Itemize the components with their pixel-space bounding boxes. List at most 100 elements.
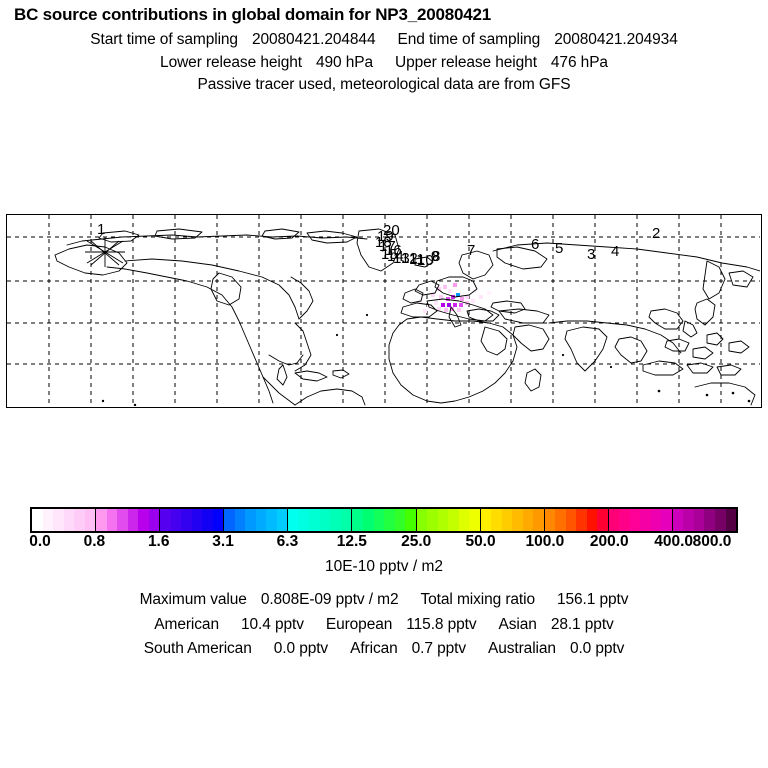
colorbar-step-5-4 [394, 509, 406, 531]
total-mixing-value: 156.1 pptv [557, 591, 629, 608]
colorbar-step-2-3 [191, 509, 203, 531]
region-australian-value: 0.0 pptv [569, 640, 625, 657]
region-asian-value: 28.1 pptv [550, 615, 614, 633]
colorbar-step-0-1 [42, 509, 54, 531]
max-value-label: Maximum value [139, 591, 247, 608]
colorbar-step-9-3 [640, 509, 651, 531]
region-american-value: 10.4 pptv [240, 615, 304, 633]
stat-line-regions-1: American 10.4 pptv European 115.8 pptv Asian… [0, 615, 768, 633]
colorbar-step-6-2 [437, 509, 449, 531]
end-time-value: 20080421.204934 [554, 31, 678, 48]
colorbar-gradient [30, 507, 738, 533]
colorbar-segment-1 [96, 509, 161, 531]
release-height-line: Lower release height 490 hPa Upper release… [0, 53, 768, 71]
colorbar-step-5-5 [405, 509, 416, 531]
sampling-time-line: Start time of sampling 20080421.204844 End… [0, 32, 768, 48]
colorbar-step-10-4 [715, 509, 726, 531]
colorbar-step-0-5 [84, 509, 96, 531]
region-african-label: African [350, 640, 398, 657]
colorbar-step-3-2 [245, 509, 256, 531]
coastlines [54, 228, 760, 406]
stat-line-max: Maximum value 0.808E-09 pptv / m2 Total mi… [0, 592, 768, 608]
upper-release-label: Upper release height [395, 53, 537, 71]
colorbar-step-7-5 [533, 509, 544, 531]
colorbar-step-1-4 [138, 509, 149, 531]
total-mixing-label: Total mixing ratio [420, 591, 536, 608]
colorbar-segment-9 [608, 509, 673, 531]
colorbar-step-0-2 [53, 509, 64, 531]
colorbar-step-4-2 [309, 509, 320, 531]
map-label-3: 3 [587, 246, 596, 263]
colorbar-step-8-2 [565, 509, 577, 531]
colorbar-step-5-3 [384, 509, 395, 531]
colorbar-step-2-4 [202, 509, 213, 531]
colorbar-segment-0 [32, 509, 97, 531]
colorbar-tick-6: 25.0 [401, 533, 432, 550]
map-label-20: 20 [383, 222, 400, 239]
colorbar-segment-7 [480, 509, 545, 531]
region-australian-label: Australian [488, 640, 556, 657]
map-gridlines [7, 215, 760, 406]
colorbar-step-1-0 [96, 509, 107, 531]
map-label-15: 15 [381, 246, 398, 263]
page-title: BC source contributions in global domain… [14, 5, 491, 24]
map-label-5: 5 [555, 240, 564, 257]
region-south-american-label: South American [143, 640, 252, 657]
colorbar-segment-8 [544, 509, 609, 531]
region-european-label: European [325, 615, 393, 633]
colorbar-segment-5 [352, 509, 417, 531]
colorbar-step-10-0 [672, 509, 684, 531]
colorbar-segment-10 [672, 509, 737, 531]
colorbar-step-3-5 [276, 509, 288, 531]
colorbar-tick-labels: 0.0 0.8 1.6 3.1 6.3 12.5 25.0 50.0 100.0 200.0 400… [29, 533, 738, 554]
colorbar-step-7-3 [512, 509, 523, 531]
colorbar-step-10-5 [725, 509, 737, 531]
map-label-17: 17 [379, 238, 396, 255]
colorbar-step-5-1 [362, 509, 374, 531]
map-label-cluster: 20 19 18 17 16 15 14 13 12 11 10 9 [375, 223, 455, 269]
max-value-value: 0.808E-09 pptv / m2 [260, 591, 399, 608]
map-label-19: 19 [377, 228, 394, 245]
map-label-10: 10 [417, 252, 434, 269]
release-starburst-marker [85, 237, 125, 267]
colorbar-step-8-4 [586, 509, 598, 531]
colorbar-step-0-0 [32, 509, 43, 531]
map-label-6: 6 [531, 236, 540, 253]
colorbar-tick-5: 12.5 [336, 533, 367, 550]
colorbar-tick-9: 200.0 [589, 533, 629, 550]
world-map-svg [7, 215, 760, 406]
region-european-value: 115.8 pptv [406, 615, 477, 633]
colorbar-step-4-3 [319, 509, 331, 531]
colorbar-step-9-4 [650, 509, 662, 531]
map-label-12: 12 [401, 250, 418, 267]
colorbar-step-10-1 [683, 509, 694, 531]
colorbar-step-3-0 [224, 509, 235, 531]
colorbar-step-3-4 [266, 509, 277, 531]
colorbar-step-9-5 [661, 509, 672, 531]
colorbar-step-6-5 [469, 509, 480, 531]
colorbar-step-1-5 [148, 509, 160, 531]
colorbar-tick-1: 0.8 [83, 533, 106, 550]
colorbar-step-6-0 [416, 509, 428, 531]
colorbar-step-8-1 [555, 509, 566, 531]
colorbar-step-5-0 [352, 509, 363, 531]
start-time-label: Start time of sampling [90, 31, 238, 48]
colorbar-segment-4 [288, 509, 353, 531]
colorbar-step-9-1 [619, 509, 630, 531]
colorbar-tick-2: 1.6 [147, 533, 170, 550]
map-label-14: 14 [387, 248, 404, 265]
colorbar-step-10-2 [693, 509, 705, 531]
colorbar-step-6-4 [458, 509, 470, 531]
map-label-11: 11 [409, 251, 425, 268]
map-label-1: 1 [97, 221, 106, 238]
colorbar-tick-8: 100.0 [525, 533, 565, 550]
colorbar-step-1-1 [106, 509, 118, 531]
colorbar-tick-4: 6.3 [276, 533, 299, 550]
colorbar-step-4-4 [330, 509, 341, 531]
colorbar-step-1-3 [127, 509, 139, 531]
colorbar-step-5-2 [373, 509, 385, 531]
colorbar-step-4-0 [288, 509, 299, 531]
colorbar-step-4-5 [340, 509, 352, 531]
colorbar-step-2-2 [181, 509, 192, 531]
map-label-13: 13 [393, 250, 410, 267]
